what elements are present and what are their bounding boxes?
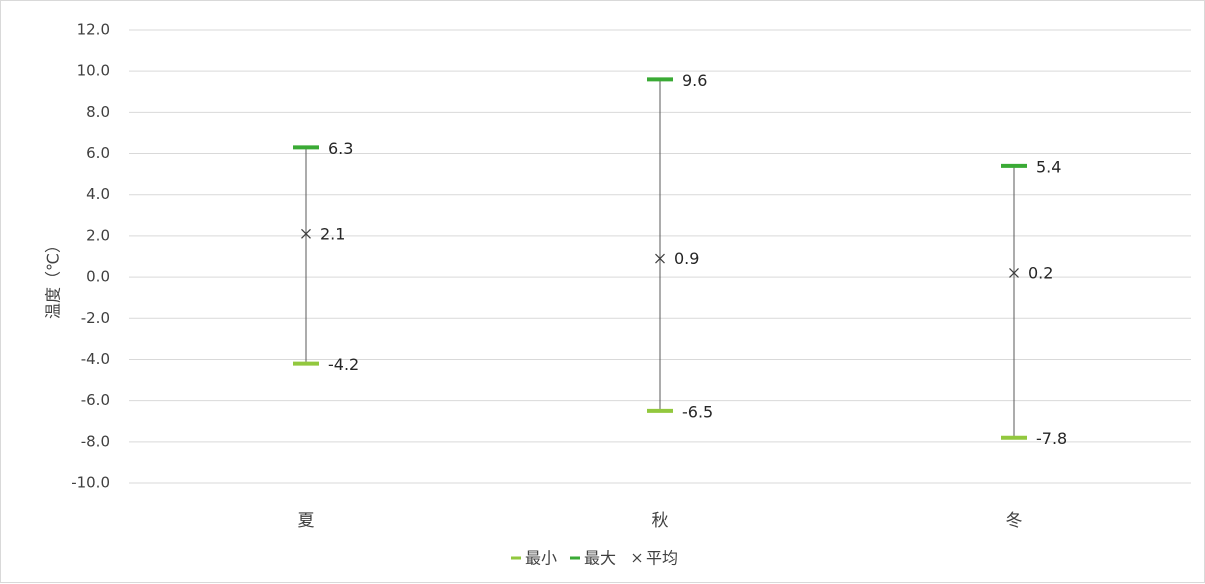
- y-tick-label: -8.0: [81, 432, 110, 450]
- y-axis-ticks: 12.0 10.0 8.0 6.0 4.0 2.0 0.0 -2.0 -4.0 -6.0 -8.0 -…: [71, 21, 110, 492]
- legend-item: 最小: [511, 549, 557, 568]
- legend: 最小 最大 平均: [511, 549, 678, 568]
- legend-x-symbol: [632, 553, 642, 563]
- min-data-label: -7.8: [1036, 429, 1067, 448]
- y-axis-title: 温度（℃）: [44, 237, 63, 319]
- y-tick-label: 4.0: [86, 185, 110, 203]
- y-tick-label: -6.0: [81, 391, 110, 409]
- y-tick-label: 8.0: [86, 103, 110, 121]
- markers: [293, 77, 1027, 440]
- avg-marker-stroke: [1009, 268, 1019, 278]
- avg-marker: [1009, 268, 1019, 278]
- y-tick-label: -10.0: [71, 474, 110, 492]
- avg-marker-stroke: [655, 253, 665, 264]
- avg-data-label: 0.2: [1028, 263, 1053, 282]
- avg-marker: [655, 253, 665, 264]
- legend-label: 最大: [584, 549, 616, 568]
- x-category-label: 秋: [652, 511, 669, 531]
- avg-data-label: 0.9: [674, 249, 699, 268]
- y-tick-label: 6.0: [86, 144, 110, 162]
- legend-label: 平均: [646, 549, 678, 568]
- max-data-label: 5.4: [1036, 157, 1061, 176]
- avg-marker-stroke: [301, 228, 311, 239]
- y-tick-label: 12.0: [77, 21, 110, 39]
- legend-item: 最大: [570, 549, 616, 568]
- avg-data-label: 2.1: [320, 224, 345, 243]
- legend-item: 平均: [632, 549, 678, 568]
- y-tick-label: 0.0: [86, 268, 110, 286]
- x-category-label: 冬: [1006, 511, 1023, 531]
- data-labels: 6.3 -4.2 2.1 9.6 -6.5 0.9 5.4 -7.8 0.2: [320, 71, 1067, 448]
- min-data-label: -6.5: [682, 402, 713, 421]
- avg-marker: [301, 228, 311, 239]
- range-lines: [305, 79, 1015, 438]
- y-tick-label: -2.0: [81, 309, 110, 327]
- y-tick-label: 2.0: [86, 226, 110, 244]
- max-data-label: 6.3: [328, 139, 353, 158]
- legend-label: 最小: [525, 549, 557, 568]
- min-data-label: -4.2: [328, 355, 359, 374]
- x-axis-categories: 夏秋冬: [298, 511, 1023, 531]
- x-category-label: 夏: [298, 511, 315, 531]
- y-tick-label: 10.0: [77, 62, 110, 80]
- max-data-label: 9.6: [682, 71, 707, 90]
- y-tick-label: -4.0: [81, 350, 110, 368]
